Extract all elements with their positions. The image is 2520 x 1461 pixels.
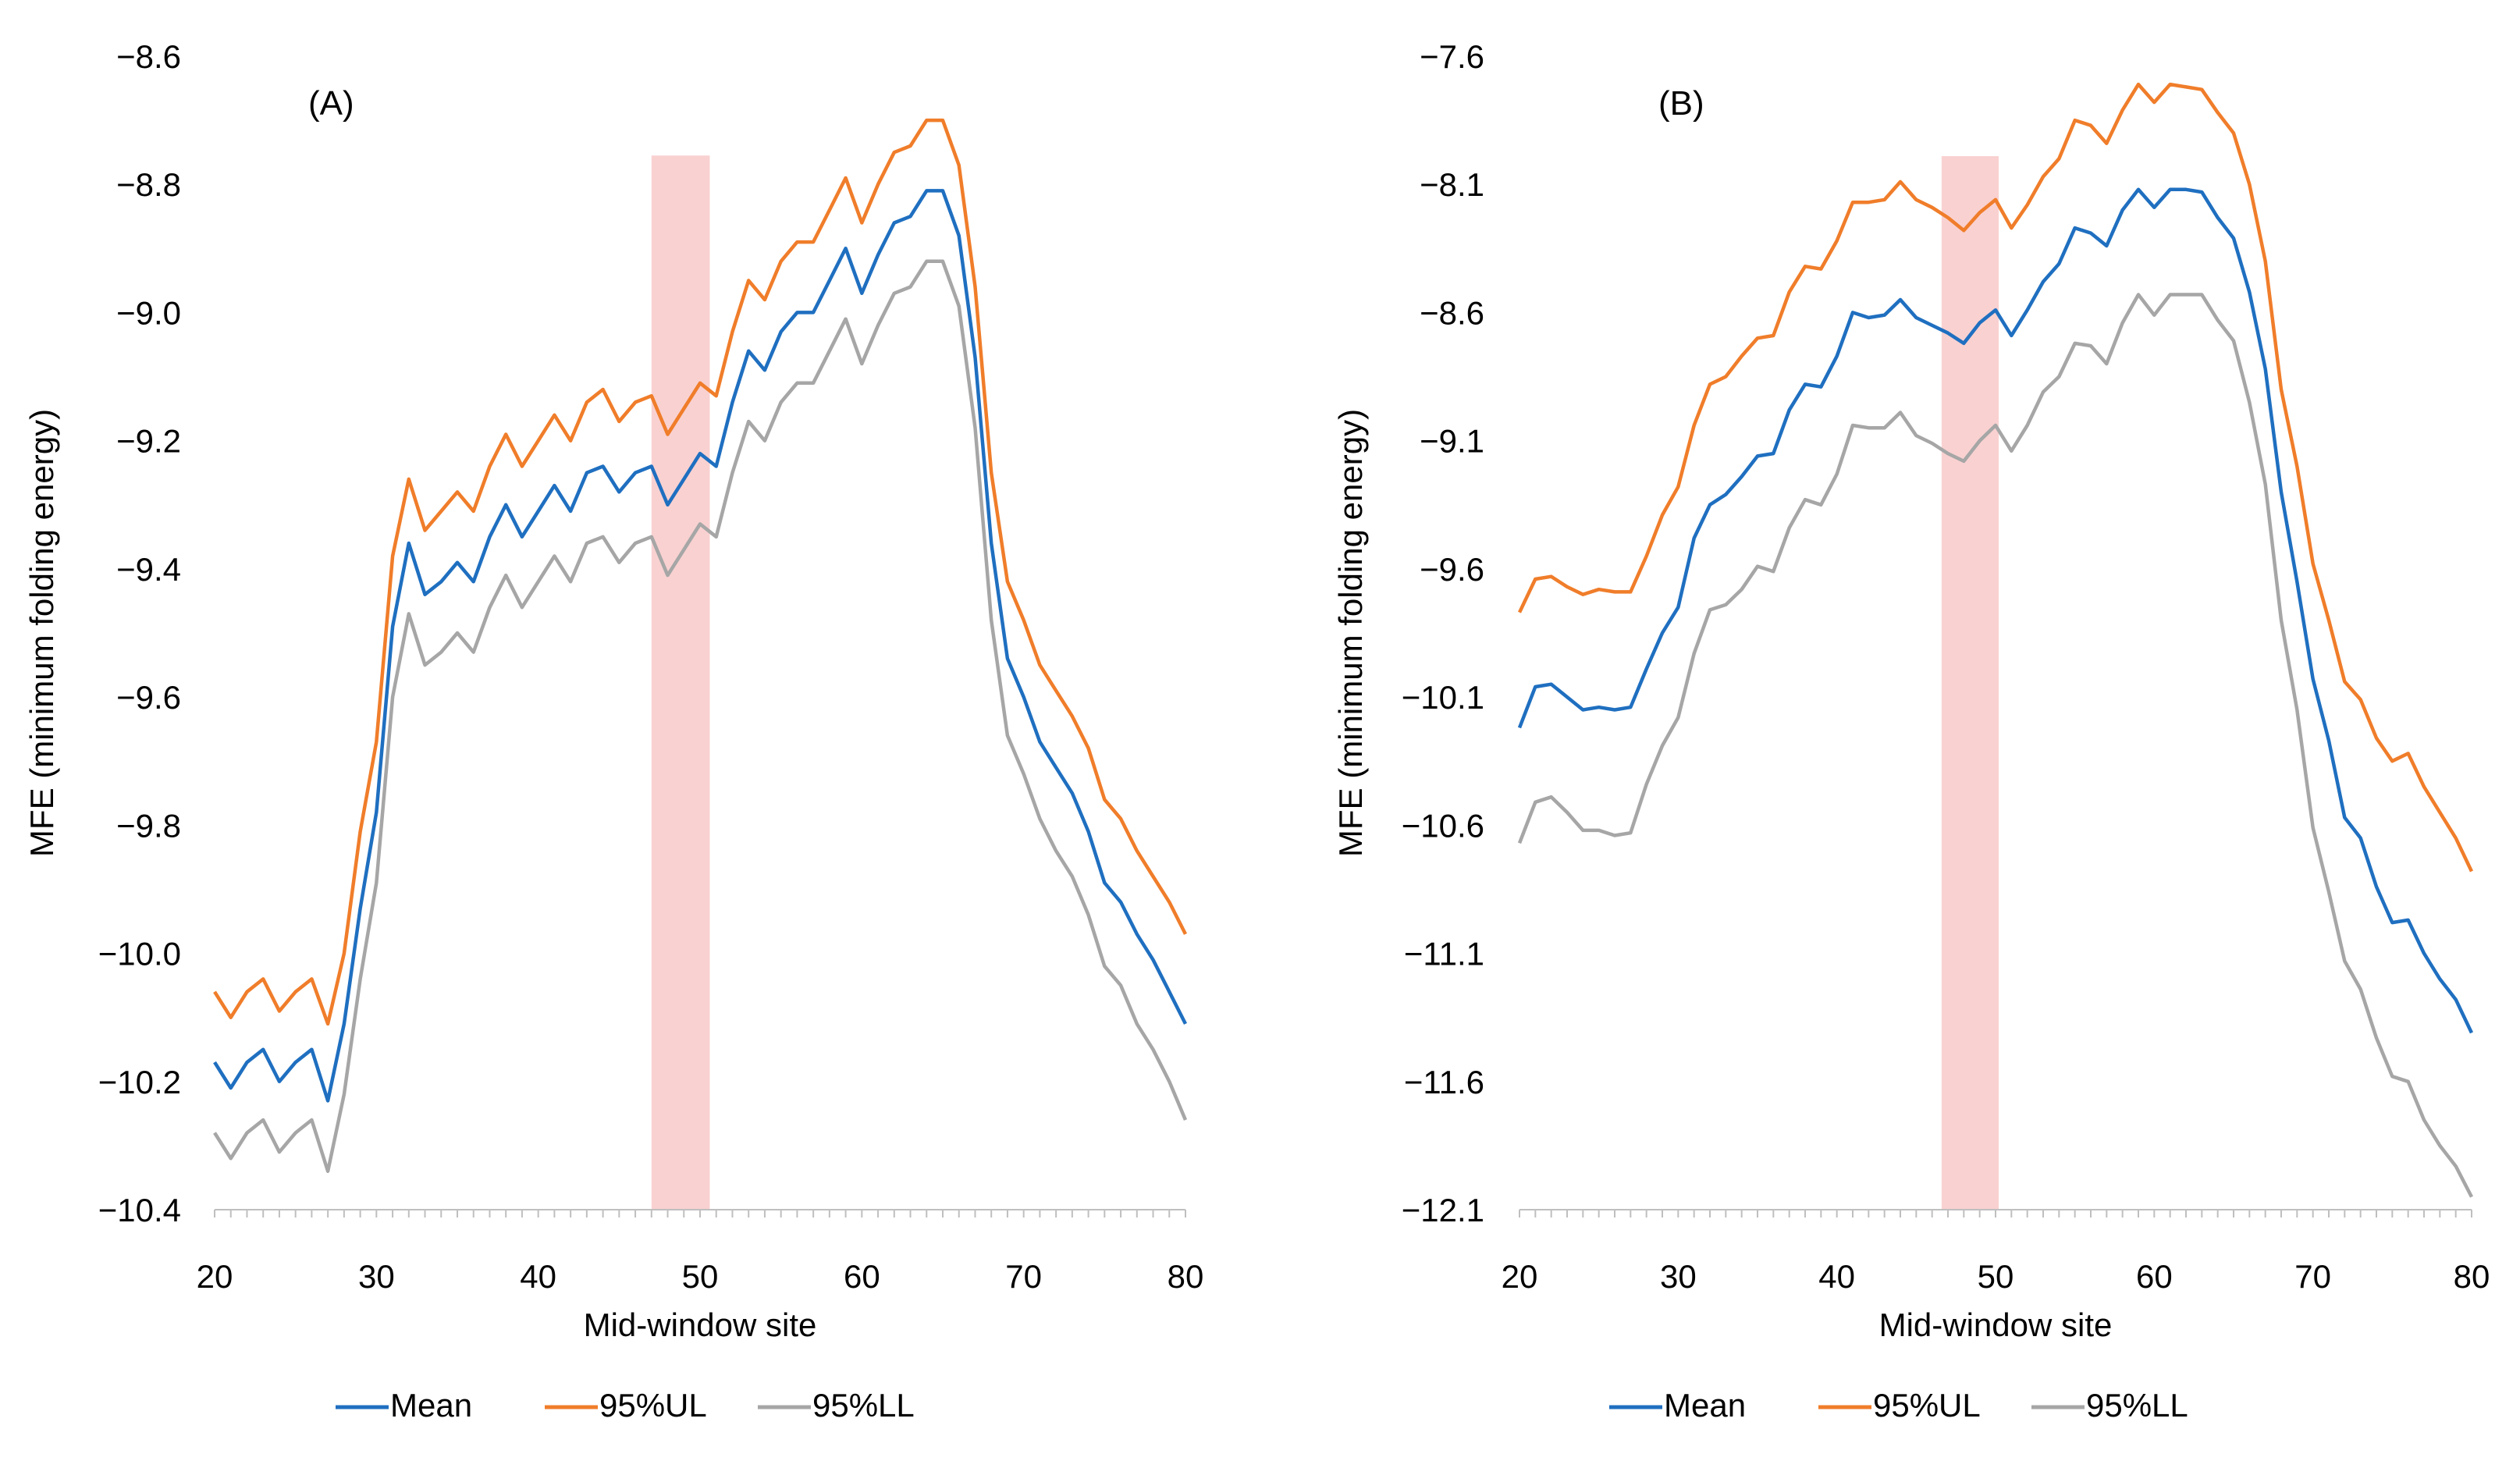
- y-tick-label: −11.6: [1404, 1064, 1484, 1100]
- panel-b: −7.6 −8.1 −8.6 −9.1 −9.6 −10.1 −10.6 −11.1 −11.6…: [1332, 38, 2490, 1424]
- x-tick-label: 40: [520, 1258, 556, 1295]
- panel-title: (A): [308, 84, 354, 123]
- y-tick-label: −12.1: [1402, 1192, 1484, 1228]
- x-tick-label: 60: [844, 1258, 880, 1295]
- x-tick-label: 70: [1005, 1258, 1042, 1295]
- series-line-95pctll: [213, 259, 1188, 1173]
- series-line-mean: [213, 189, 1188, 1103]
- legend: Mean 95%UL 95%LL: [1609, 1387, 2188, 1424]
- panel-title: (B): [1658, 84, 1704, 123]
- y-tick-label: −10.6: [1402, 807, 1484, 844]
- legend-label: Mean: [1664, 1387, 1746, 1424]
- y-tick-labels: −8.6 −8.8 −9.0 −9.2 −9.4 −9.6 −9.8 −10.0 −10.2 −1…: [98, 38, 181, 1228]
- x-tick-label: 30: [358, 1258, 395, 1295]
- y-tick-label: −8.6: [1420, 294, 1484, 331]
- y-tick-label: −7.6: [1420, 38, 1484, 75]
- y-tick-label: −8.1: [1420, 166, 1484, 203]
- y-tick-label: −9.0: [116, 294, 181, 331]
- highlight-band: [1941, 156, 1999, 1210]
- x-tick-label: 60: [2136, 1258, 2173, 1295]
- x-tick-label: 80: [2454, 1258, 2490, 1295]
- axis-ticks: [1519, 1210, 2472, 1218]
- y-tick-label: −10.0: [98, 936, 181, 972]
- y-axis-label: MFE (minimum folding energy): [1332, 409, 1369, 857]
- y-tick-label: −9.8: [116, 807, 181, 844]
- x-tick-label: 20: [197, 1258, 233, 1295]
- y-tick-label: −9.6: [1420, 551, 1484, 588]
- y-tick-label: −10.4: [98, 1192, 181, 1228]
- highlight-band: [651, 155, 710, 1210]
- series-line-95pctll: [1517, 293, 2474, 1198]
- series-lines: [213, 118, 1188, 1173]
- y-tick-label: −10.1: [1402, 679, 1484, 716]
- series-line-mean: [1517, 187, 2474, 1034]
- x-tick-label: 70: [2294, 1258, 2331, 1295]
- series-line-95pctul: [1517, 82, 2474, 873]
- series-lines: [1517, 82, 2474, 1198]
- y-tick-label: −8.6: [116, 38, 181, 75]
- y-tick-label: −8.8: [116, 166, 181, 203]
- y-tick-label: −11.1: [1404, 936, 1484, 972]
- y-tick-label: −10.2: [98, 1064, 181, 1100]
- x-tick-label: 80: [1168, 1258, 1204, 1295]
- series-line-95pctul: [213, 118, 1188, 1026]
- legend-label: 95%LL: [2086, 1387, 2188, 1424]
- y-axis-label: MFE (minimum folding energy): [23, 409, 60, 857]
- x-tick-label: 40: [1818, 1258, 1855, 1295]
- y-tick-labels: −7.6 −8.1 −8.6 −9.1 −9.6 −10.1 −10.6 −11.1 −11.6…: [1402, 38, 1484, 1228]
- x-tick-label: 30: [1660, 1258, 1697, 1295]
- y-tick-label: −9.6: [116, 679, 181, 716]
- x-axis-label: Mid-window site: [584, 1306, 817, 1343]
- legend: Mean 95%UL 95%LL: [336, 1387, 915, 1424]
- legend-label: 95%UL: [599, 1387, 707, 1424]
- axis-ticks: [214, 1210, 1186, 1218]
- panel-a: −8.6 −8.8 −9.0 −9.2 −9.4 −9.6 −9.8 −10.0 −10.2 −1…: [23, 38, 1203, 1424]
- x-tick-labels: 20 30 40 50 60 70 80: [1502, 1258, 2490, 1295]
- x-tick-labels: 20 30 40 50 60 70 80: [197, 1258, 1204, 1295]
- x-tick-label: 20: [1502, 1258, 1538, 1295]
- legend-label: Mean: [390, 1387, 472, 1424]
- x-tick-label: 50: [682, 1258, 719, 1295]
- legend-label: 95%LL: [812, 1387, 915, 1424]
- y-tick-label: −9.4: [116, 551, 181, 588]
- y-tick-label: −9.2: [116, 423, 181, 460]
- y-tick-label: −9.1: [1420, 423, 1484, 460]
- x-axis-label: Mid-window site: [1879, 1306, 2113, 1343]
- legend-label: 95%UL: [1873, 1387, 1981, 1424]
- x-tick-label: 50: [1978, 1258, 2014, 1295]
